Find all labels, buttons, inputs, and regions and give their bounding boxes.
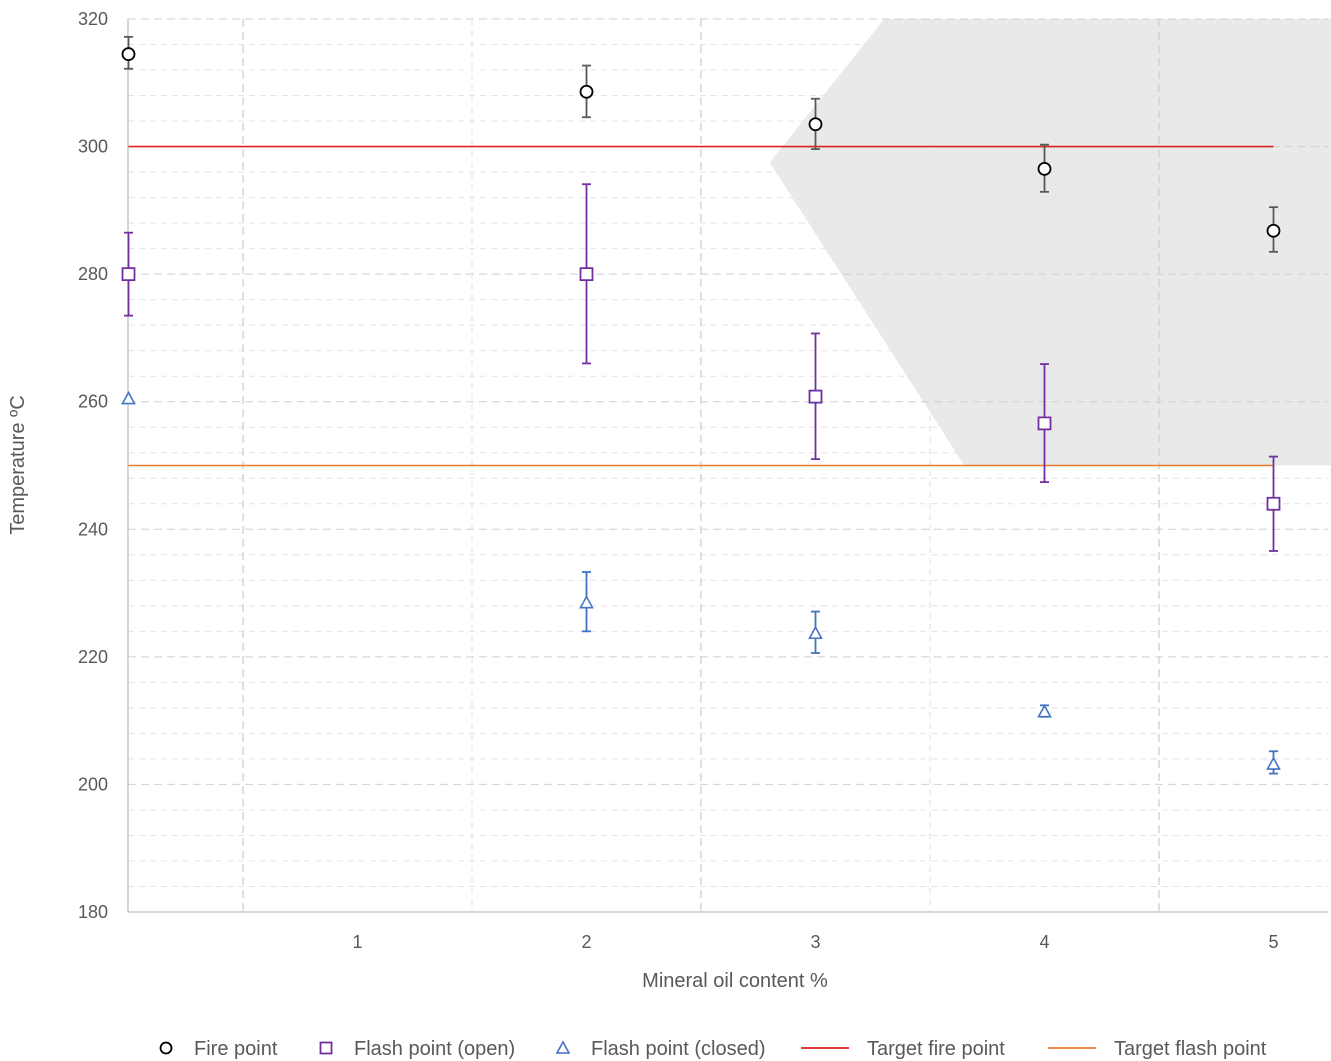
x-tick-label: 5 bbox=[1268, 932, 1278, 952]
data-point bbox=[1266, 496, 1281, 511]
grid-layer bbox=[128, 18, 1328, 912]
x-axis-title: Mineral oil content % bbox=[642, 970, 828, 992]
data-point bbox=[579, 84, 594, 99]
data-point bbox=[579, 594, 594, 609]
data-point bbox=[121, 267, 136, 282]
x-tick-label: 1 bbox=[352, 932, 362, 952]
data-point bbox=[121, 47, 136, 61]
data-point bbox=[1266, 756, 1281, 770]
y-tick-label: 260 bbox=[78, 392, 108, 412]
x-tick-label: 3 bbox=[810, 932, 820, 952]
series-group bbox=[121, 183, 1281, 552]
series-group bbox=[121, 390, 1281, 775]
legend-label: Flash point (open) bbox=[354, 1038, 515, 1060]
shaded-region-layer bbox=[769, 19, 1331, 466]
reference-lines-layer bbox=[128, 145, 1274, 467]
legend-item: Target flash point bbox=[1048, 1038, 1267, 1060]
data-point bbox=[1037, 704, 1052, 718]
legend-triangle-icon bbox=[555, 1040, 571, 1054]
tick-labels-layer: 180 200 220 240 260 280 300 320 1 2 3 4 5 bbox=[78, 9, 1279, 952]
legend-square-icon bbox=[319, 1041, 333, 1055]
legend-item: Flash point (open) bbox=[319, 1038, 515, 1060]
y-tick-label: 280 bbox=[78, 264, 108, 284]
data-point bbox=[808, 117, 823, 132]
data-point bbox=[1037, 161, 1052, 176]
legend-item: Flash point (closed) bbox=[555, 1038, 766, 1060]
y-tick-label: 320 bbox=[78, 9, 108, 29]
legend-label: Fire point bbox=[194, 1038, 278, 1060]
y-tick-label: 300 bbox=[78, 137, 108, 157]
y-tick-label: 200 bbox=[78, 774, 108, 794]
y-axis-title: Temperature ºC bbox=[7, 395, 29, 535]
legend-label: Flash point (closed) bbox=[591, 1038, 766, 1060]
legend-item: Target fire point bbox=[801, 1038, 1005, 1060]
y-tick-label: 240 bbox=[78, 519, 108, 539]
legend-label: Target flash point bbox=[1114, 1038, 1267, 1060]
legend: Fire point Flash point (open) Flash point … bbox=[159, 1038, 1267, 1060]
data-point bbox=[1037, 416, 1052, 431]
axis-layer bbox=[127, 19, 1328, 913]
y-tick-label: 220 bbox=[78, 647, 108, 667]
shaded-region bbox=[769, 19, 1331, 466]
legend-item: Fire point bbox=[159, 1038, 278, 1060]
data-point bbox=[1266, 223, 1281, 238]
x-tick-label: 4 bbox=[1039, 932, 1049, 952]
legend-circle-icon bbox=[159, 1041, 173, 1055]
x-tick-label: 2 bbox=[581, 932, 591, 952]
data-point bbox=[808, 625, 823, 640]
data-point bbox=[808, 389, 823, 404]
y-tick-label: 180 bbox=[78, 902, 108, 922]
series-layer bbox=[121, 35, 1281, 775]
data-point bbox=[121, 390, 136, 405]
series-group bbox=[121, 35, 1281, 253]
data-point bbox=[579, 267, 594, 282]
legend-label: Target fire point bbox=[867, 1038, 1005, 1060]
